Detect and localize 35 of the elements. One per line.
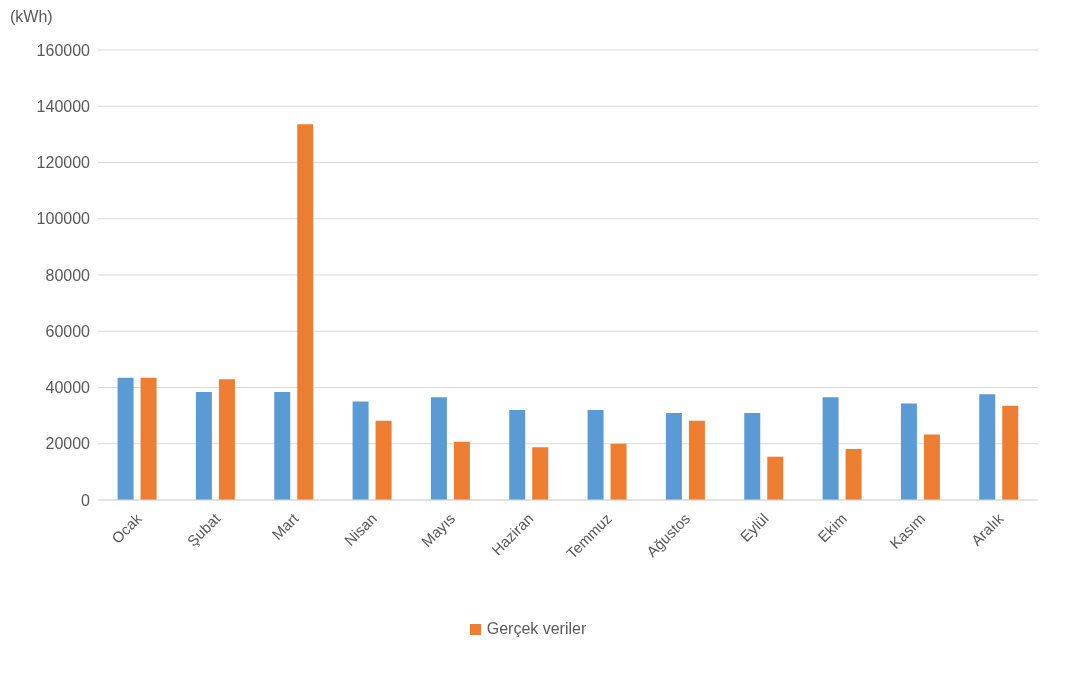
- bar: [532, 447, 549, 500]
- bar: [509, 410, 526, 500]
- bar: [923, 434, 940, 500]
- y-axis-title: (kWh): [10, 8, 54, 27]
- bar: [845, 449, 862, 500]
- bar: [767, 456, 784, 500]
- y-tick-label: 60000: [45, 322, 91, 340]
- bar: [274, 392, 291, 500]
- bar: [297, 124, 314, 500]
- y-tick-label: 100000: [36, 210, 91, 228]
- bar: [900, 403, 917, 500]
- bar: [375, 420, 392, 500]
- bar: [610, 443, 627, 500]
- bar: [688, 420, 705, 500]
- y-tick-label: 140000: [36, 97, 91, 115]
- bar: [117, 377, 134, 500]
- y-tick-label: 0: [81, 491, 91, 509]
- bar: [744, 413, 761, 500]
- bar: [218, 379, 235, 500]
- bar: [822, 397, 839, 500]
- bar: [587, 410, 604, 500]
- bar: [352, 401, 369, 500]
- y-tick-label: 20000: [45, 435, 91, 453]
- y-tick-label: 80000: [45, 266, 91, 284]
- y-tick-label: 120000: [36, 154, 91, 172]
- bar: [453, 441, 470, 500]
- bar: [140, 377, 157, 500]
- y-tick-label: 160000: [36, 41, 91, 59]
- bar: [1002, 405, 1019, 500]
- legend-label: Gerçek veriler: [485, 620, 587, 638]
- y-tick-label: 40000: [45, 379, 91, 397]
- bar: [665, 413, 682, 500]
- bar: [430, 397, 447, 500]
- bar: [195, 392, 212, 500]
- bar: [979, 394, 996, 500]
